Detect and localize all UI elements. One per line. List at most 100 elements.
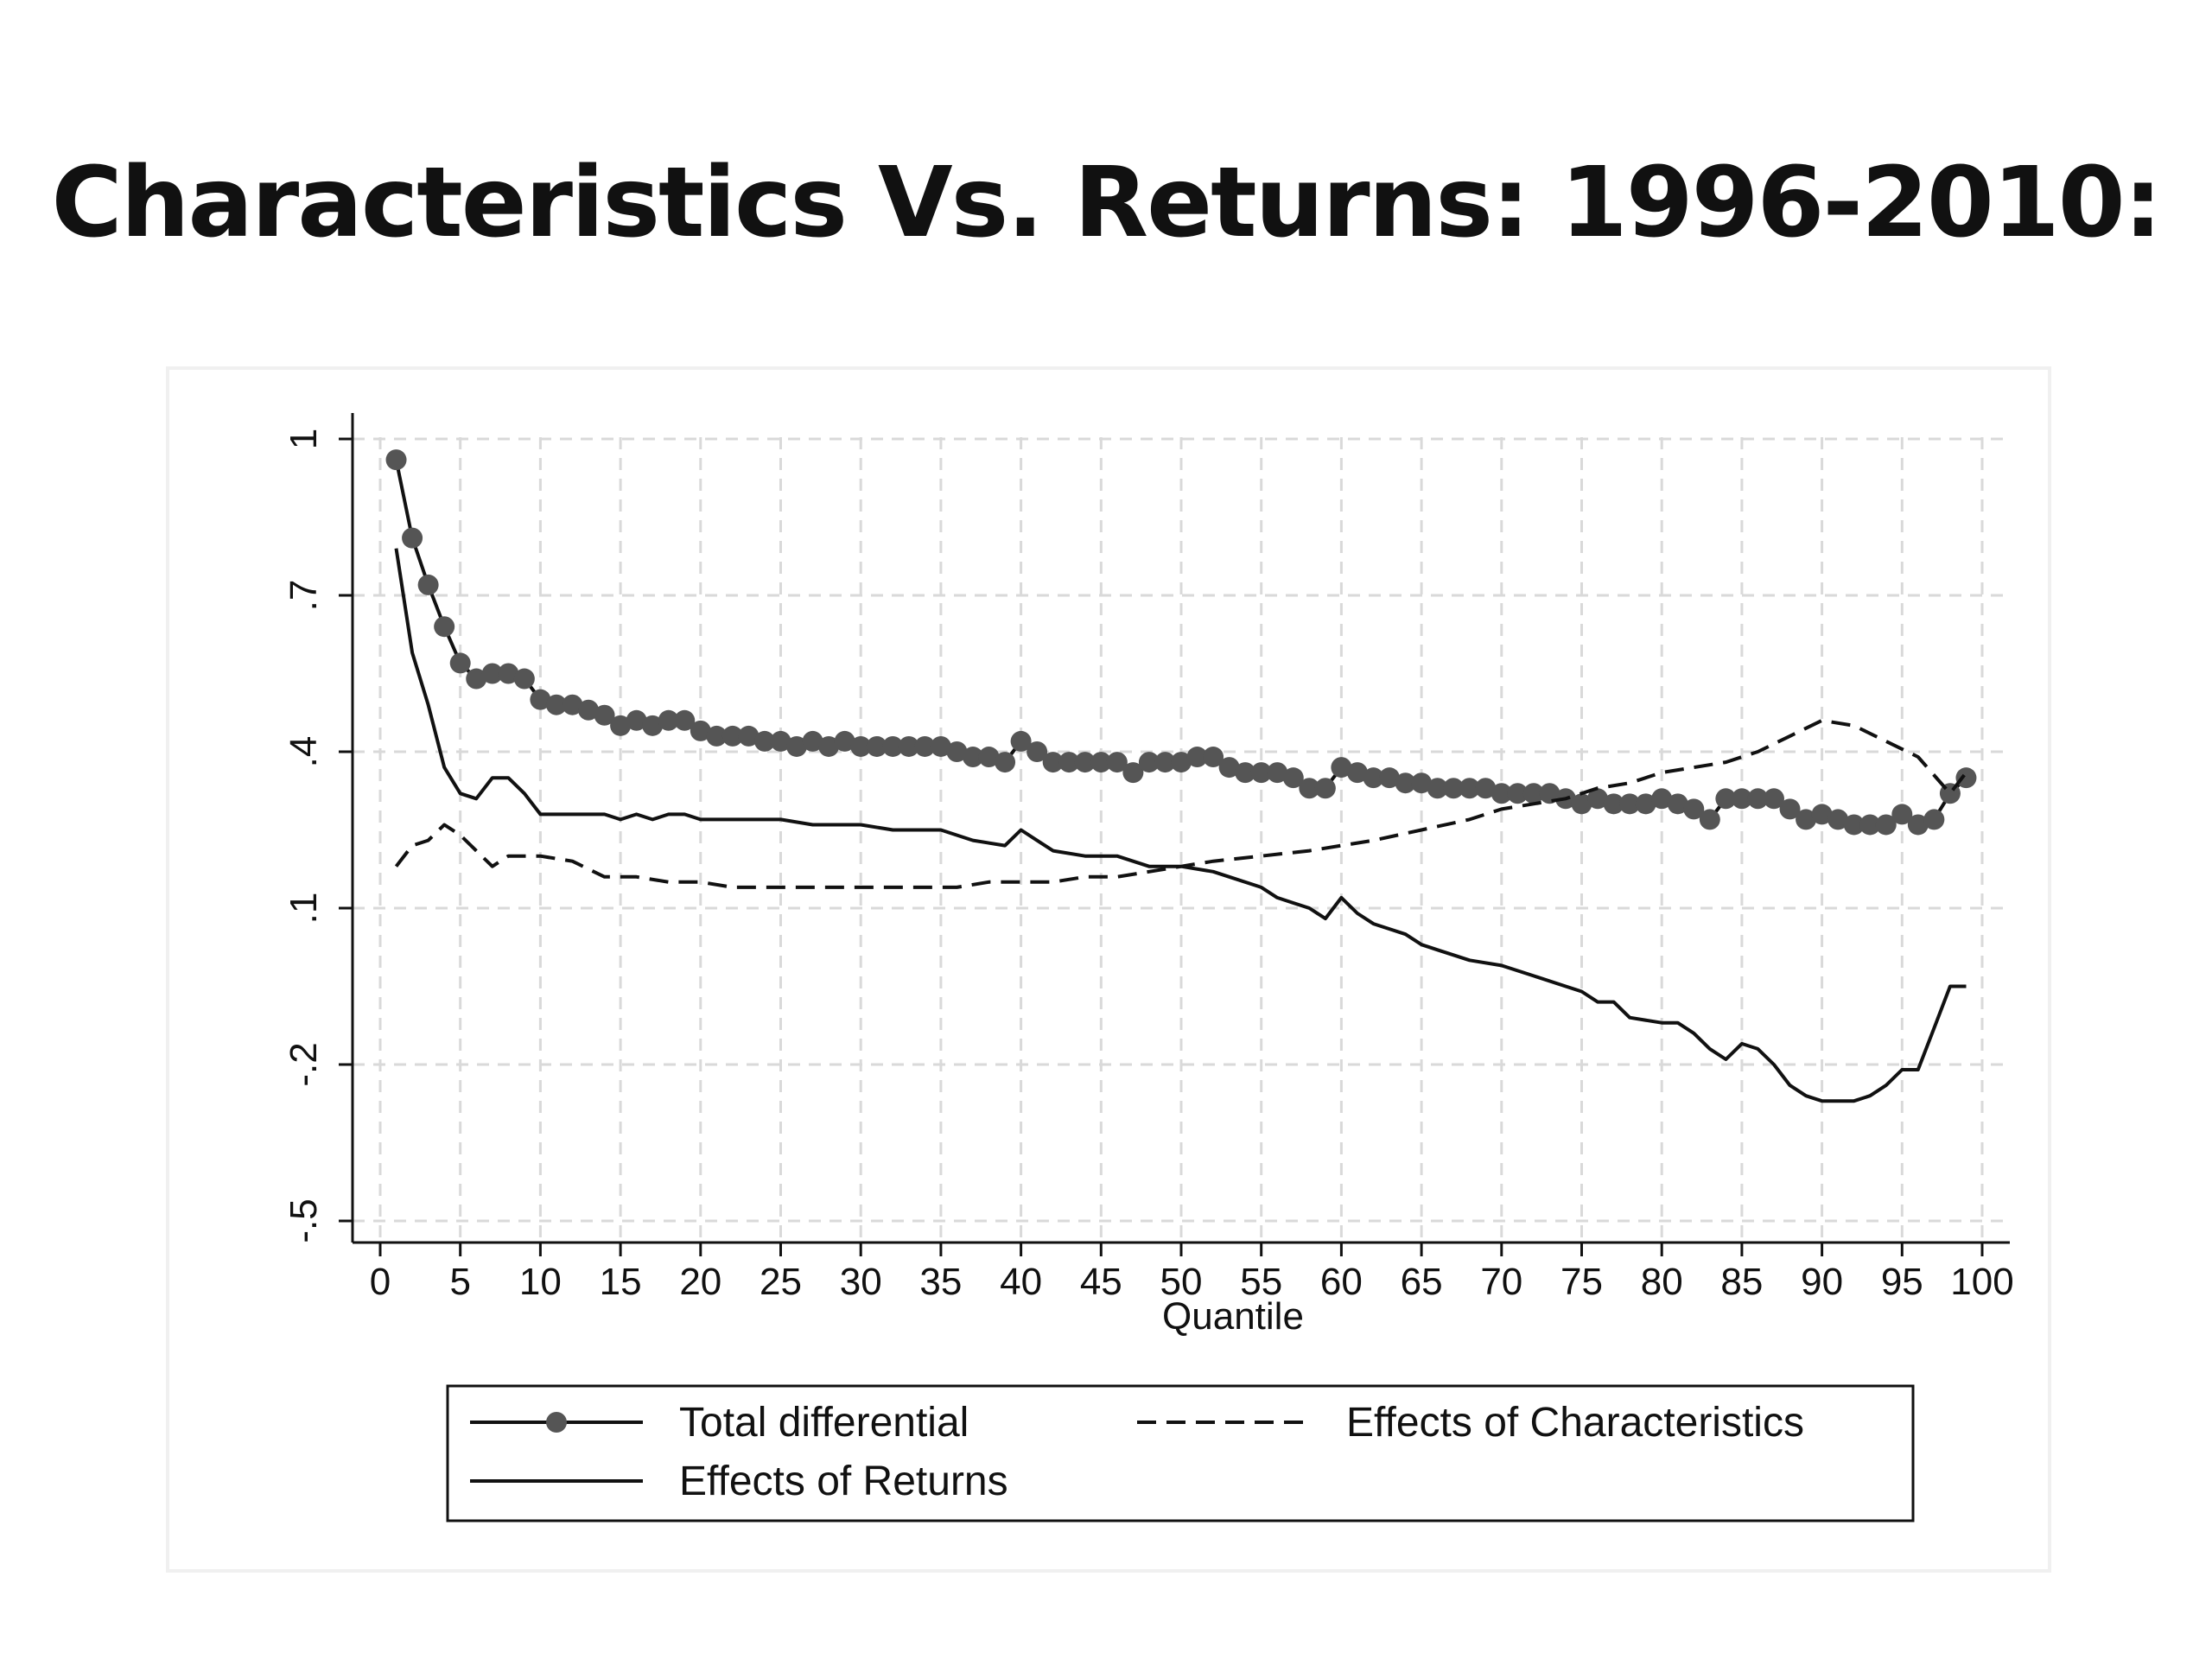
data-point-total-differential [930,735,951,757]
data-point-total-differential [1571,793,1592,815]
legend-label-total-differential: Total differential [679,1400,969,1446]
x-tick-label: 40 [1000,1261,1042,1303]
data-point-total-differential [786,735,808,757]
data-point-total-differential [1539,783,1560,804]
axes: -.5-.2.1.4.710 5 10 15 20 25 30 35 40 45 50 55 60 65 7… [283,413,2014,1338]
data-point-total-differential [850,735,872,757]
data-point-total-differential [1218,757,1240,779]
data-point-total-differential [898,735,919,757]
series [385,449,1977,1103]
data-point-total-differential [1250,762,1272,784]
data-point-total-differential [1587,788,1609,810]
data-point-total-differential [513,668,535,690]
x-tick-label: 90 [1801,1261,1843,1303]
data-point-total-differential [402,527,423,549]
series-line-effects-of-returns [394,548,1967,1103]
data-point-total-differential [1522,783,1544,804]
x-tick-label: 5 [449,1261,470,1303]
chart-frame: -.5 -.2.1.4.7 1 0 5 10 15 20 25 30 35 40 45 50 55 60 65 7… [166,366,2051,1573]
data-point-total-differential [834,730,855,752]
data-point-total-differential [1090,752,1112,773]
y-tick-label: -.5 [283,1198,325,1243]
data-point-total-differential [1395,772,1416,794]
data-point-total-differential [1619,793,1641,815]
data-point-total-differential [1443,778,1465,799]
data-point-total-differential [1427,778,1448,799]
legend-label-effects-of-returns: Effects of Returns [679,1459,1008,1504]
data-point-total-differential [866,735,887,757]
data-point-total-differential [658,709,679,731]
data-point-total-differential [1171,752,1192,773]
slide-title: Characteristics Vs. Returns: 1996-2010: [51,147,2163,259]
data-point-total-differential [995,752,1016,773]
data-point-total-differential [1955,767,1977,789]
y-tick-label: .1 [283,893,325,925]
data-point-total-differential [882,735,904,757]
data-point-total-differential [770,730,791,752]
y-tick-label: 1 [283,429,325,449]
x-axis-title: Quantile [1162,1295,1304,1338]
x-tick-label: 75 [1560,1261,1603,1303]
data-point-total-differential [1475,778,1497,799]
x-tick-label: 30 [840,1261,882,1303]
x-tick-label: 0 [370,1261,391,1303]
data-point-total-differential [642,715,664,736]
x-tick-label: 20 [679,1261,721,1303]
data-point-total-differential [674,709,696,731]
data-point-total-differential [1875,814,1897,836]
y-tick-label: .4 [283,736,325,768]
data-point-total-differential [1186,747,1208,768]
data-point-total-differential [1235,762,1256,784]
x-tick-label: 50 [1160,1261,1203,1303]
data-point-total-differential [1058,752,1080,773]
x-tick-label: 95 [1881,1261,1923,1303]
legend-box [446,1384,1915,1522]
data-point-total-differential [385,449,407,471]
data-point-total-differential [1667,793,1688,815]
data-point-total-differential [962,747,983,768]
data-point-total-differential [610,715,632,736]
data-point-total-differential [578,699,600,721]
grid [353,437,2010,1243]
y-tick-label: -.2 [283,1042,325,1086]
data-point-total-differential [1827,809,1849,830]
data-point-total-differential [1299,778,1320,799]
data-point-total-differential [1747,788,1769,810]
x-tick-label: 25 [760,1261,802,1303]
legend-marker-total-differential [546,1412,567,1433]
data-point-total-differential [1010,730,1032,752]
x-tick-label: 10 [519,1261,562,1303]
data-point-total-differential [1651,788,1673,810]
data-point-total-differential [1635,793,1656,815]
data-point-total-differential [753,730,775,752]
data-point-total-differential [1138,752,1160,773]
data-point-total-differential [1346,762,1368,784]
data-point-total-differential [1715,788,1737,810]
data-point-total-differential [1507,783,1529,804]
data-point-total-differential [1796,809,1817,830]
series-line-effects-of-characteristics [394,718,1968,889]
data-point-total-differential [417,574,439,595]
data-point-total-differential [946,741,968,762]
legend-label-effects-of-characteristics: Effects of Characteristics [1346,1400,1804,1446]
data-point-total-differential [1603,793,1624,815]
data-point-total-differential [466,668,487,690]
data-point-total-differential [1314,778,1336,799]
data-point-total-differential [545,694,567,715]
data-point-total-differential [978,747,1000,768]
data-point-total-differential [562,694,583,715]
data-point-total-differential [626,709,647,731]
data-point-total-differential [1282,767,1304,789]
data-point-total-differential [1459,778,1480,799]
data-point-total-differential [449,652,471,674]
data-point-total-differential [1811,804,1833,825]
data-point-total-differential [1923,809,1945,830]
data-point-total-differential [1763,788,1784,810]
data-point-total-differential [1683,798,1705,820]
data-point-total-differential [1859,814,1881,836]
data-point-total-differential [1267,762,1288,784]
data-point-total-differential [1843,814,1865,836]
x-tick-label: 100 [1950,1261,2013,1303]
x-tick-label: 45 [1080,1261,1122,1303]
data-point-total-differential [498,663,519,684]
